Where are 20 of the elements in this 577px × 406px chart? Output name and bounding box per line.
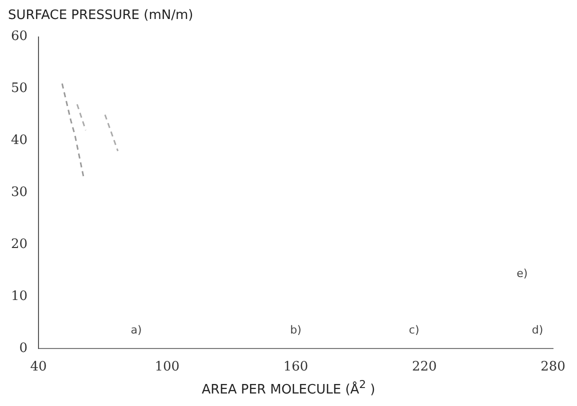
annotation: e) [516,267,528,280]
y-tick-label: 60 [10,29,28,44]
x-tick-label: 40 [30,360,47,375]
annotation: c) [408,323,420,336]
y-axis-title: SURFACE PRESSURE (mN/m) [8,8,194,25]
y-tick-label: 50 [10,81,28,96]
x-axis-title: AREA PER MOLECULE (Å$^{2}$ ) [200,378,376,398]
x-tick-label: 220 [412,360,437,375]
y-tick-label: 30 [10,184,28,200]
annotation: a) [130,323,142,336]
line-series [61,82,84,178]
y-tick-label: 0 [19,340,28,356]
x-tick-label: 160 [283,360,308,375]
y-tick-label: 10 [10,288,28,304]
x-tick-label: 280 [540,360,566,375]
y-tick-label: 40 [10,133,28,148]
x-tick-label: 100 [154,360,180,375]
y-tick-label: 20 [10,236,28,252]
annotation: d) [532,323,544,336]
annotation: b) [290,323,302,336]
